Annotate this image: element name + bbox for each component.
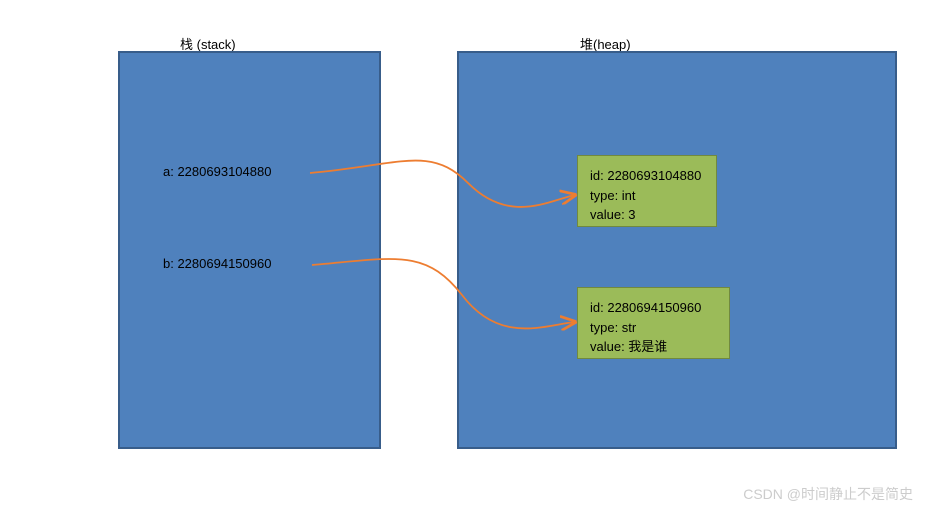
heap-object-id: id: 2280693104880 bbox=[590, 166, 704, 186]
stack-entry: b: 2280694150960 bbox=[163, 256, 271, 271]
stack-block bbox=[118, 51, 381, 449]
heap-object-value: value: 我是谁 bbox=[590, 337, 717, 357]
heap-object-id: id: 2280694150960 bbox=[590, 298, 717, 318]
heap-object-value: value: 3 bbox=[590, 205, 704, 225]
heap-object: id: 2280693104880type: intvalue: 3 bbox=[577, 155, 717, 227]
stack-entry: a: 2280693104880 bbox=[163, 164, 271, 179]
heap-object-type: type: str bbox=[590, 318, 717, 338]
watermark: CSDN @时间静止不是简史 bbox=[743, 484, 913, 504]
heap-block bbox=[457, 51, 897, 449]
heap-object: id: 2280694150960type: strvalue: 我是谁 bbox=[577, 287, 730, 359]
heap-object-type: type: int bbox=[590, 186, 704, 206]
